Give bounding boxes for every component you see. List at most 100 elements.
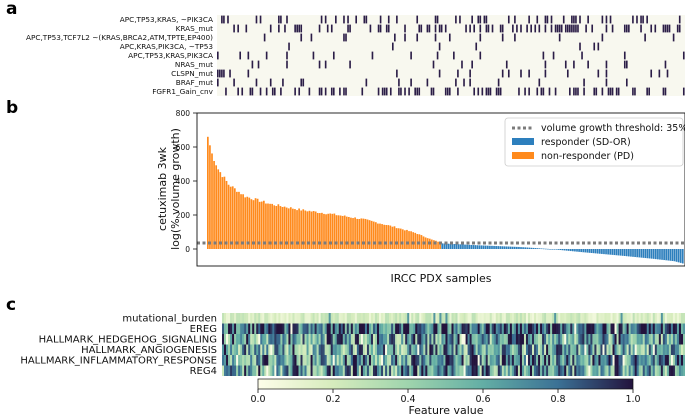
heatmap-cell xyxy=(584,334,587,345)
heatmap-cell xyxy=(385,323,388,334)
heatmap-cell xyxy=(479,365,482,376)
heatmap-cell xyxy=(620,323,623,334)
heatmap-cell xyxy=(616,365,619,376)
heatmap-cell xyxy=(680,313,684,324)
heatmap-cell xyxy=(302,334,305,345)
heatmap-cell xyxy=(435,313,438,324)
mutation-cell xyxy=(605,15,608,24)
mutation-cell xyxy=(418,87,421,96)
heatmap-cell xyxy=(238,365,241,376)
heatmap-cell xyxy=(318,365,321,376)
heatmap-cell xyxy=(433,355,436,366)
heatmap-cell xyxy=(578,334,581,345)
heatmap-cell xyxy=(282,365,285,376)
heatmap-cell xyxy=(578,323,581,334)
heatmap-cell xyxy=(228,334,231,345)
heatmap-cell xyxy=(634,334,637,345)
heatmap-cell xyxy=(453,355,456,366)
heatmap-cell xyxy=(612,344,615,355)
heatmap-cell xyxy=(634,344,637,355)
heatmap-cell xyxy=(266,365,269,376)
mutation-cell xyxy=(221,69,223,78)
mutation-row-label: KRAS_mut xyxy=(176,24,214,33)
waterfall-bar xyxy=(314,211,317,249)
heatmap-cell xyxy=(302,344,305,355)
heatmap-cell xyxy=(646,344,650,355)
heatmap-cell xyxy=(497,344,501,355)
mutation-cell xyxy=(332,51,335,60)
y-tick-label: 600 xyxy=(176,143,191,152)
heatmap-cell xyxy=(403,355,406,366)
waterfall-bar xyxy=(453,244,456,249)
heatmap-cell xyxy=(362,313,366,324)
heatmap-cell xyxy=(294,344,297,355)
heatmap-cell xyxy=(417,344,420,355)
heatmap-cell xyxy=(334,313,338,324)
heatmap-cell xyxy=(670,313,674,324)
heatmap-cell xyxy=(290,355,293,366)
heatmap-cell xyxy=(228,355,231,366)
heatmap-cell xyxy=(234,365,237,376)
heatmap-cell xyxy=(582,355,585,366)
heatmap-cell xyxy=(527,365,531,376)
heatmap-cell xyxy=(560,344,563,355)
mutation-cell xyxy=(347,24,349,33)
heatmap-cell xyxy=(536,365,539,376)
heatmap-cell xyxy=(497,365,501,376)
heatmap-cell xyxy=(389,355,392,366)
waterfall-bar xyxy=(399,228,402,249)
heatmap-cell xyxy=(624,334,627,345)
heatmap-cell xyxy=(260,365,263,376)
heatmap-cell xyxy=(409,355,412,366)
heatmap-cell xyxy=(602,334,605,345)
heatmap-cell xyxy=(483,355,487,366)
heatmap-cell xyxy=(395,365,398,376)
heatmap-cell xyxy=(338,313,342,324)
feature-row-label: mutational_burden xyxy=(122,314,217,325)
heatmap-cell xyxy=(471,365,474,376)
heatmap-cell xyxy=(236,323,239,334)
heatmap-cell xyxy=(491,334,495,345)
mutation-cell xyxy=(418,24,421,33)
waterfall-bar xyxy=(233,188,236,249)
mutation-cell xyxy=(571,15,573,24)
heatmap-cell xyxy=(682,334,685,345)
mutation-cell xyxy=(507,69,510,78)
heatmap-cell xyxy=(286,313,289,324)
heatmap-cell xyxy=(608,344,611,355)
heatmap-cell xyxy=(465,313,468,324)
mutation-cell xyxy=(379,15,382,24)
waterfall-bar xyxy=(480,245,483,249)
mutation-cell xyxy=(271,87,274,96)
heatmap-cell xyxy=(672,323,676,334)
heatmap-cell xyxy=(634,355,637,366)
heatmap-cell xyxy=(340,355,344,366)
heatmap-cell xyxy=(614,313,617,324)
heatmap-cell xyxy=(298,334,301,345)
heatmap-cell xyxy=(268,323,271,334)
heatmap-cell xyxy=(576,313,579,324)
heatmap-cell xyxy=(491,344,495,355)
heatmap-cell xyxy=(366,355,370,366)
heatmap-cell xyxy=(304,344,307,355)
mutation-cell xyxy=(436,15,439,24)
heatmap-cell xyxy=(564,365,567,376)
heatmap-cell xyxy=(344,323,348,334)
heatmap-cell xyxy=(232,365,235,376)
heatmap-cell xyxy=(509,323,513,334)
heatmap-cell xyxy=(471,323,474,334)
heatmap-cell xyxy=(264,355,267,366)
mutation-cell xyxy=(269,78,272,87)
heatmap-cell xyxy=(354,344,358,355)
heatmap-cell xyxy=(473,323,476,334)
heatmap-cell xyxy=(455,355,458,366)
mutation-cell xyxy=(609,87,612,96)
heatmap-cell xyxy=(284,355,287,366)
heatmap-cell xyxy=(511,365,515,376)
heatmap-cell xyxy=(320,344,323,355)
heatmap-cell xyxy=(401,355,404,366)
heatmap-cell xyxy=(431,355,434,366)
heatmap-cell xyxy=(497,334,501,345)
mutation-cell xyxy=(650,69,653,78)
mutation-cell xyxy=(259,87,262,96)
